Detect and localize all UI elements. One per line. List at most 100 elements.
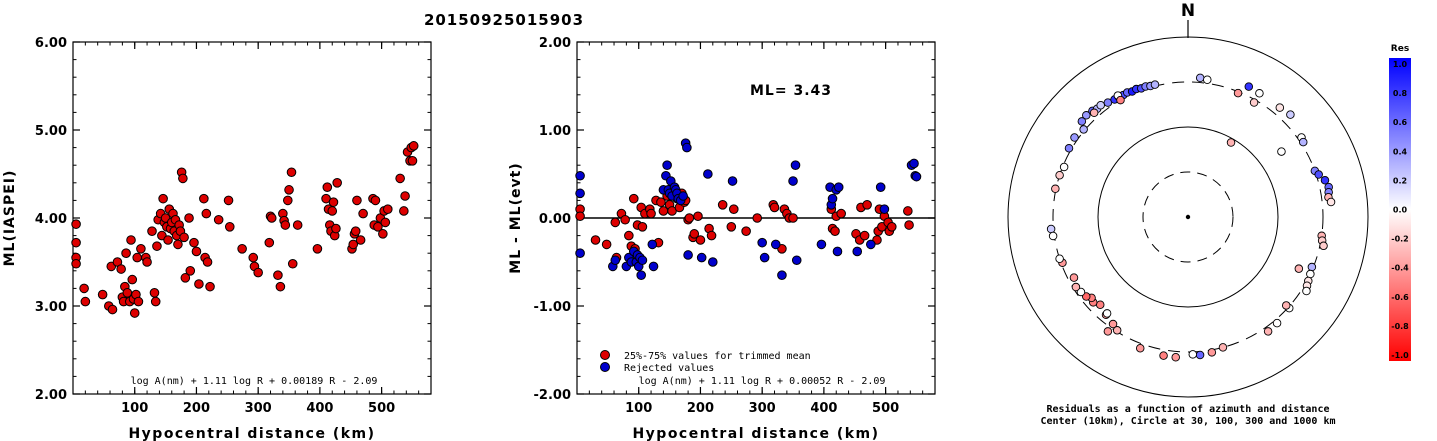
- station-residual-marker: [1195, 350, 1205, 360]
- station-residual-marker: [1298, 137, 1308, 147]
- y-tick-label: 2.00: [35, 388, 67, 403]
- data-point: [266, 213, 277, 223]
- rejected-data-point: [575, 248, 585, 258]
- data-point: [163, 235, 173, 245]
- colorbar-tick-label: 0.4: [1393, 147, 1408, 156]
- data-point: [322, 182, 333, 192]
- x-tick-label: 400: [306, 401, 333, 416]
- rejected-data-point: [696, 252, 707, 263]
- data-point: [407, 156, 418, 166]
- rejected-data-point: [678, 191, 688, 201]
- station-residual-marker: [1116, 95, 1125, 105]
- event-id-title: 20150925015903: [424, 11, 584, 29]
- rejected-data-point: [682, 142, 692, 153]
- legend-label-trimmed: 25%-75% values for trimmed mean: [624, 351, 811, 362]
- rejected-data-point: [759, 252, 770, 263]
- colorbar-tick-label: 1.0: [1393, 60, 1408, 69]
- data-point: [71, 237, 81, 248]
- station-residual-marker: [1314, 170, 1323, 179]
- station-residual-marker: [1159, 351, 1168, 360]
- y-tick-label: 5.00: [35, 124, 67, 139]
- station-residual-marker: [1272, 318, 1282, 328]
- station-residual-marker: [1070, 133, 1079, 142]
- data-point: [726, 222, 737, 232]
- data-point: [355, 235, 366, 245]
- rejected-data-point: [707, 257, 718, 267]
- colorbar-tick-label: -0.4: [1391, 264, 1409, 273]
- data-point: [280, 220, 291, 230]
- data-point: [788, 213, 798, 223]
- data-point: [769, 202, 780, 213]
- data-point: [399, 206, 409, 216]
- station-residual-marker: [1051, 184, 1060, 194]
- data-point: [284, 185, 294, 195]
- data-point: [173, 239, 183, 250]
- rejected-data-point: [777, 270, 787, 281]
- station-residual-marker: [1055, 254, 1064, 263]
- data-point: [142, 257, 152, 267]
- data-point: [601, 239, 612, 250]
- data-point: [590, 235, 601, 245]
- rejected-data-point: [648, 261, 659, 272]
- y-tick-label: -1.00: [534, 300, 571, 315]
- ring-30km: [1142, 171, 1234, 263]
- data-point: [150, 296, 161, 307]
- data-point: [836, 208, 846, 219]
- station-residual-marker: [1263, 327, 1273, 336]
- data-point: [194, 279, 204, 289]
- outer-ring: [1007, 36, 1369, 398]
- station-residual-marker: [1233, 88, 1243, 98]
- data-point: [689, 229, 700, 239]
- data-point: [147, 226, 157, 236]
- station-residual-marker: [1059, 162, 1069, 172]
- station-residual-marker: [1302, 286, 1311, 296]
- station-residual-marker: [1277, 147, 1286, 156]
- station-residual-marker: [1171, 352, 1180, 362]
- data-point: [213, 214, 224, 225]
- rejected-data-point: [875, 182, 886, 192]
- rejected-data-point: [703, 169, 713, 179]
- data-point: [264, 237, 275, 248]
- residual-colorbar: Res 1.0 0.8 0.6 0.4 0.2 0.0 -0.2 -0.4 -0.6 -0.8 -1…: [1389, 44, 1411, 361]
- data-point: [373, 222, 383, 232]
- data-point: [185, 266, 196, 276]
- data-point: [904, 220, 914, 230]
- data-point: [71, 219, 81, 229]
- station-residual-marker: [1249, 98, 1259, 107]
- y-tick-label: 6.00: [35, 36, 67, 51]
- data-point: [178, 173, 188, 184]
- data-point: [71, 258, 81, 269]
- data-point: [287, 258, 298, 269]
- data-point: [107, 304, 118, 315]
- data-point: [382, 204, 393, 214]
- data-point: [126, 235, 136, 245]
- data-point: [610, 217, 621, 228]
- data-point: [408, 141, 419, 151]
- data-point: [706, 230, 717, 241]
- ring-300km: [1052, 81, 1324, 353]
- rejected-data-point: [727, 176, 738, 186]
- x-axis-label-2: Hypocentral distance (km): [632, 426, 879, 441]
- epicenter-marker: [1185, 214, 1191, 220]
- data-point: [286, 167, 297, 178]
- formula-2: log A(nm) + 1.11 log R + 0.00052 R - 2.0…: [639, 376, 886, 387]
- station-residual-marker: [1064, 144, 1074, 153]
- data-point: [191, 246, 202, 257]
- station-residual-marker: [1281, 301, 1291, 310]
- data-point: [97, 289, 108, 300]
- x-tick-label: 500: [872, 401, 899, 416]
- rejected-data-point: [791, 255, 802, 266]
- colorbar-tick-label: -0.8: [1391, 322, 1409, 331]
- station-residual-marker: [1077, 117, 1087, 126]
- caption-line-2: Center (10km), Circle at 30, 100, 300 an…: [1040, 415, 1335, 427]
- data-point: [199, 193, 209, 204]
- data-point: [327, 206, 338, 216]
- data-point: [886, 222, 897, 232]
- colorbar-tick-label: 0.8: [1393, 89, 1408, 98]
- station-residual-marker: [1112, 326, 1122, 335]
- x-tick-label: 300: [749, 401, 776, 416]
- y-tick-label: 4.00: [35, 212, 67, 227]
- colorbar-ticks: 1.0 0.8 0.6 0.4 0.2 0.0 -0.2 -0.4 -0.6 -0.8 -1.0: [1391, 60, 1409, 360]
- data-point: [628, 193, 639, 204]
- panel-ml-iaspei: ML(IASPEI) Hypocentral distance (km) log…: [2, 36, 432, 441]
